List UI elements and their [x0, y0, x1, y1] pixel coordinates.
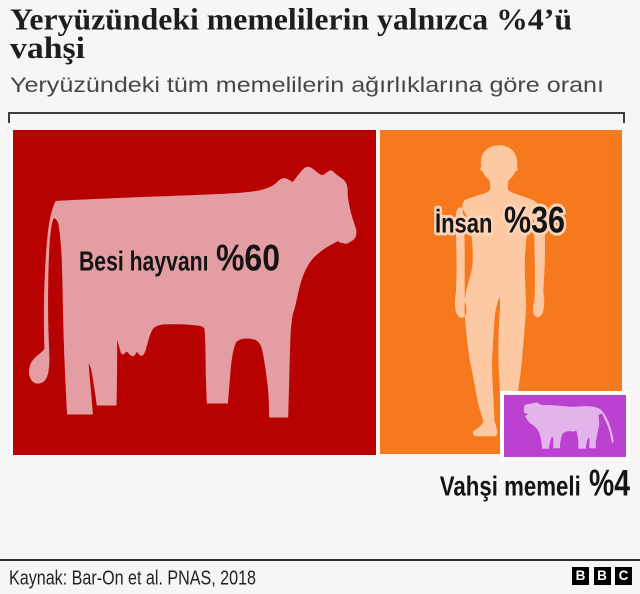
- svg-text:vahşi: vahşi: [10, 30, 85, 65]
- svg-text:Yeryüzündeki memelilerin yalnı: Yeryüzündeki memelilerin yalnızca %4’ü: [10, 2, 572, 37]
- svg-text:Vahşi memeli: Vahşi memeli: [440, 471, 581, 502]
- svg-text:%4: %4: [589, 463, 630, 504]
- svg-text:Kaynak: Bar-On et al. PNAS, 20: Kaynak: Bar-On et al. PNAS, 2018: [9, 568, 256, 590]
- svg-text:Yeryüzündeki tüm memelilerin a: Yeryüzündeki tüm memelilerin ağırlıkları…: [10, 74, 604, 97]
